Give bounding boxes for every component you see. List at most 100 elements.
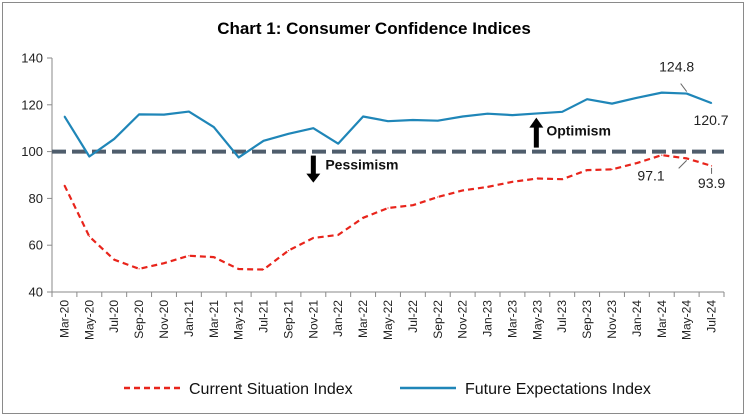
x-tick-label: Sep-23 <box>580 300 594 339</box>
current-situation-point <box>710 165 713 167</box>
x-tick-label: May-20 <box>82 300 96 340</box>
x-tick-label: Jul-21 <box>257 300 271 333</box>
data-label: 120.7 <box>694 112 729 128</box>
current-situation-line <box>63 154 712 271</box>
future-expectations-point <box>362 115 364 118</box>
current-situation-point <box>412 204 414 206</box>
series-group <box>63 91 713 271</box>
future-expectations-point <box>238 156 240 159</box>
x-tick-label: May-23 <box>530 300 544 340</box>
future-expectations-point <box>213 126 215 128</box>
current-situation-point <box>287 249 290 252</box>
current-situation-point <box>387 207 389 209</box>
chart-title: Chart 1: Consumer Confidence Indices <box>217 19 531 38</box>
x-tick-label: Mar-20 <box>57 300 71 338</box>
x-tick-label: Nov-20 <box>157 300 171 339</box>
y-tick-label: 140 <box>21 51 43 66</box>
data-label: 97.1 <box>637 167 664 183</box>
x-tick-label: Mar-24 <box>655 300 669 338</box>
current-situation-point <box>636 162 638 164</box>
current-situation-point <box>213 256 215 258</box>
current-situation-point <box>462 189 464 192</box>
future-expectations-point <box>636 97 638 99</box>
x-tick-label: Jan-23 <box>481 300 495 337</box>
y-tick-label: 40 <box>29 285 43 300</box>
current-situation-point <box>586 169 588 171</box>
x-tick-label: May-21 <box>232 300 246 340</box>
x-tick-label: Jul-22 <box>406 300 420 333</box>
future-expectations-point <box>337 143 339 145</box>
current-situation-point <box>661 154 663 156</box>
current-situation-point <box>262 268 265 271</box>
current-situation-point <box>511 181 514 183</box>
current-situation-point <box>337 234 339 236</box>
future-expectations-point <box>387 120 389 122</box>
future-expectations-point <box>138 113 140 115</box>
future-expectations-point <box>511 114 514 116</box>
data-label: 124.8 <box>659 59 694 75</box>
optimism-arrow-icon <box>529 117 544 128</box>
current-situation-point <box>163 262 165 264</box>
future-expectations-point <box>262 140 265 142</box>
y-tick-label: 120 <box>21 97 43 112</box>
data-label: 93.9 <box>698 175 725 191</box>
current-situation-point <box>536 177 538 180</box>
x-tick-label: Sep-20 <box>132 300 146 339</box>
x-tick-label: Nov-23 <box>605 300 619 339</box>
optimism-arrow-shaft <box>533 125 539 148</box>
pessimism-arrow-icon <box>306 173 321 183</box>
legend: Current Situation Index Future Expectatio… <box>124 381 651 398</box>
annotations-group: Optimism Pessimism 124.8 120.7 97.1 93.9 <box>306 59 729 191</box>
future-expectations-point <box>561 111 563 113</box>
future-expectations-point <box>536 112 538 115</box>
current-situation-point <box>561 178 563 180</box>
optimism-label: Optimism <box>546 123 611 139</box>
future-expectations-point <box>412 119 414 121</box>
y-tick-label: 100 <box>21 144 43 159</box>
chart-frame <box>2 2 744 414</box>
future-expectations-point <box>163 114 165 116</box>
current-situation-point <box>686 157 688 159</box>
current-situation-point <box>486 186 489 188</box>
future-expectations-point <box>113 138 115 140</box>
future-expectations-point <box>88 155 90 158</box>
x-tick-label: Sep-22 <box>431 300 445 339</box>
current-situation-point <box>312 237 314 239</box>
future-expectations-point <box>710 102 713 104</box>
pessimism-label: Pessimism <box>325 157 398 173</box>
current-situation-point <box>113 259 115 261</box>
x-tick-label: Jul-23 <box>555 300 569 333</box>
y-tick-label: 60 <box>29 238 43 253</box>
current-situation-point <box>362 217 364 219</box>
legend-label-future: Future Expectations Index <box>465 381 651 398</box>
x-tick-label: Jul-20 <box>107 300 121 333</box>
y-tick-label: 80 <box>29 191 43 206</box>
future-expectations-point <box>486 113 489 115</box>
data-label-leader <box>678 160 688 169</box>
current-situation-point <box>63 184 66 186</box>
x-tick-label: Jan-22 <box>331 300 345 337</box>
current-situation-point <box>188 255 190 257</box>
current-situation-point <box>437 196 439 198</box>
x-tick-label: Jan-21 <box>182 300 196 337</box>
x-tick-label: Nov-22 <box>456 300 470 339</box>
future-expectations-line <box>63 91 712 159</box>
x-tick-label: Jul-24 <box>705 300 719 333</box>
current-situation-point <box>238 268 240 270</box>
current-situation-point <box>88 235 90 238</box>
future-expectations-point <box>661 92 663 94</box>
legend-label-current: Current Situation Index <box>189 381 353 398</box>
future-expectations-point <box>437 120 439 122</box>
current-situation-point <box>611 168 613 170</box>
future-expectations-point <box>188 110 190 113</box>
future-expectations-point <box>462 115 464 118</box>
data-label-leader <box>680 83 688 92</box>
future-expectations-point <box>611 103 613 105</box>
x-tick-label: Nov-21 <box>306 300 320 339</box>
future-expectations-point <box>287 133 290 135</box>
current-situation-point <box>138 268 140 270</box>
x-tick-label: Mar-22 <box>356 300 370 338</box>
x-tick-label: May-22 <box>381 300 395 340</box>
y-axis: 40 60 80 100 120 140 <box>21 51 53 300</box>
